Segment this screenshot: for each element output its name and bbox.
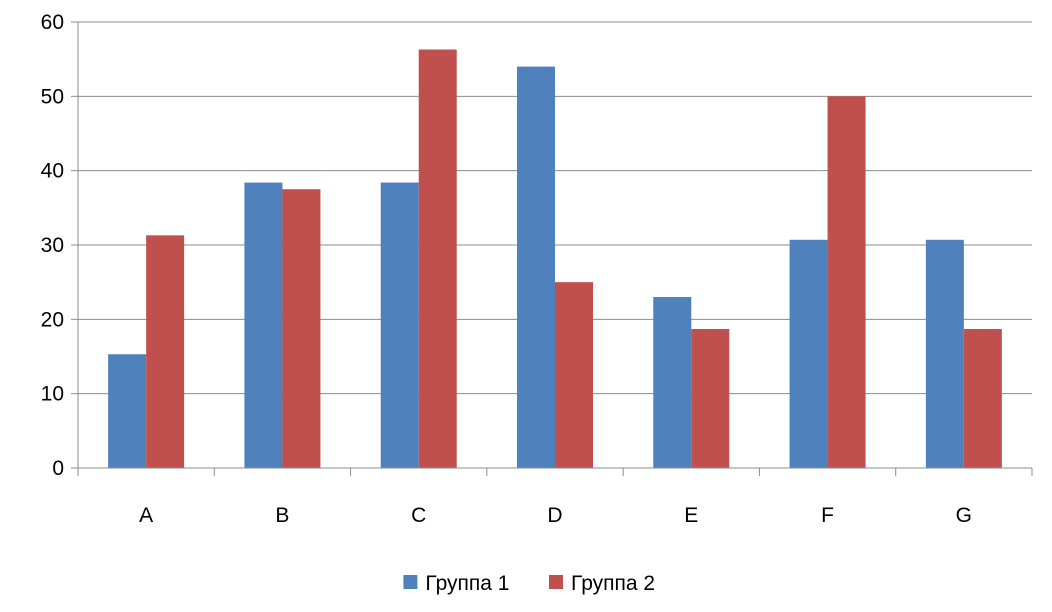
y-tick-label-2: 20 [41, 308, 64, 331]
y-tick-label-3: 30 [41, 234, 64, 257]
bar-g-series-2 [963, 328, 1002, 468]
bar-c-series-2 [418, 49, 457, 469]
bar-e-series-1 [653, 297, 692, 468]
y-tick-labels: 0 10 20 30 40 50 60 [41, 11, 64, 480]
bar-b-series-2 [282, 189, 321, 468]
x-tick-label-c: C [411, 504, 426, 527]
y-tick-label-6: 60 [41, 11, 64, 34]
bar-f-series-1 [789, 239, 828, 468]
y-tick-label-1: 10 [41, 383, 64, 406]
y-tick-label-5: 50 [41, 85, 64, 108]
bar-a-series-1 [108, 354, 147, 468]
y-tick-label-4: 40 [41, 160, 64, 183]
x-tick-labels: A B C D E F G [139, 504, 972, 527]
bars [108, 49, 1002, 469]
bar-b-series-1 [244, 182, 283, 468]
bar-e-series-2 [691, 328, 730, 468]
bar-d-series-1 [517, 66, 555, 468]
legend-label-series-2: Группа 2 [571, 572, 655, 595]
legend-swatch-series-2 [549, 575, 563, 589]
x-tick-label-f: F [821, 504, 834, 527]
x-tick-label-e: E [684, 504, 698, 527]
bar-d-series-2 [555, 282, 593, 468]
legend-label-series-1: Группа 1 [425, 572, 509, 595]
legend-swatch-series-1 [403, 575, 418, 589]
bar-a-series-2 [146, 235, 185, 468]
x-tick-label-g: G [956, 504, 972, 527]
legend: Группа 1 Группа 2 [403, 572, 655, 595]
axes [71, 21, 1033, 476]
x-tick-label-a: A [139, 504, 153, 527]
bar-c-series-1 [380, 182, 419, 468]
x-tick-label-d: D [547, 504, 562, 527]
bar-g-series-1 [925, 239, 964, 468]
y-tick-label-0: 0 [52, 457, 64, 480]
bar-f-series-2 [827, 96, 866, 468]
x-tick-label-b: B [275, 504, 289, 527]
